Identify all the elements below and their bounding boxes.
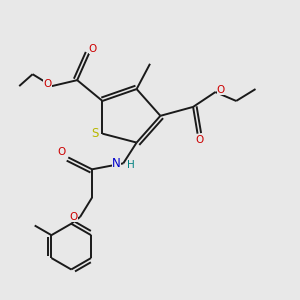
Text: O: O	[43, 79, 52, 89]
Text: O: O	[58, 147, 66, 157]
Text: N: N	[112, 157, 121, 170]
Text: O: O	[217, 85, 225, 95]
Text: O: O	[70, 212, 78, 222]
Text: O: O	[195, 135, 203, 145]
Text: H: H	[127, 160, 135, 170]
Text: O: O	[88, 44, 97, 54]
Text: S: S	[91, 127, 99, 140]
